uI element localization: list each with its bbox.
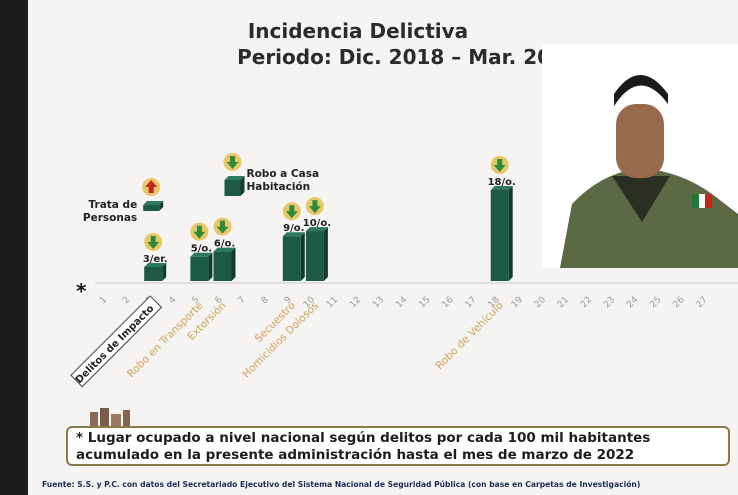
floating-label-line1: Robo a Casa bbox=[247, 168, 320, 180]
floating-box-top bbox=[143, 201, 164, 205]
data-label: 5/o. bbox=[191, 244, 212, 255]
down-arrow-icon bbox=[223, 153, 242, 171]
x-tick-label: 22 bbox=[579, 295, 594, 310]
bar-rank-9-side bbox=[300, 232, 305, 281]
x-tick-label: 15 bbox=[417, 295, 432, 310]
bar-rank-18-side bbox=[508, 186, 513, 281]
x-tick-label: 26 bbox=[671, 295, 686, 310]
data-label: 18/o. bbox=[488, 177, 516, 188]
bar-rank-10-top bbox=[305, 227, 328, 232]
data-label: 10/o. bbox=[303, 218, 331, 229]
bar-rank-5 bbox=[190, 256, 209, 281]
footnote-line2: acumulado en la presente administración … bbox=[76, 447, 635, 463]
floating-box bbox=[224, 180, 241, 196]
down-arrow-icon bbox=[190, 222, 209, 241]
category-label-boxed: Delitos de Impacto bbox=[70, 295, 163, 388]
x-tick-label: 13 bbox=[371, 295, 386, 310]
bar-rank-9-top bbox=[282, 232, 305, 237]
x-tick-label: 23 bbox=[602, 295, 617, 310]
x-tick-label: 17 bbox=[464, 295, 479, 310]
x-tick-label: 9 bbox=[283, 295, 294, 306]
floating-label-line2: Habitación bbox=[247, 181, 311, 193]
x-tick-label: 5 bbox=[190, 295, 201, 306]
speaker-photo bbox=[542, 44, 738, 268]
x-tick-label: 7 bbox=[237, 295, 248, 306]
footnote-line1: * Lugar ocupado a nivel nacional según d… bbox=[76, 430, 651, 446]
down-arrow-icon bbox=[305, 197, 324, 216]
x-tick-label: 8 bbox=[260, 295, 271, 306]
bar-rank-9 bbox=[282, 236, 301, 281]
svg-text:Delitos de Impacto: Delitos de Impacto bbox=[74, 303, 157, 386]
bar-rank-6 bbox=[213, 251, 232, 281]
floating-label-line1: Trata de bbox=[89, 199, 138, 211]
x-tick-label: 21 bbox=[556, 295, 571, 310]
up-arrow-icon bbox=[142, 178, 161, 196]
bar-rank-3-side bbox=[162, 263, 167, 281]
bar-rank-6-side bbox=[231, 247, 236, 281]
down-arrow-icon bbox=[213, 217, 232, 236]
x-tick-label: 6 bbox=[213, 295, 224, 306]
chart-title-line2: Periodo: Dic. 2018 – Mar. 2022 bbox=[237, 45, 579, 69]
chart-title-line1: Incidencia Delictiva bbox=[247, 19, 469, 43]
floating-box-side bbox=[159, 201, 164, 211]
source-text: Fuente: S.S. y P.C. con datos del Secret… bbox=[42, 480, 641, 489]
data-label: 3/er. bbox=[143, 254, 168, 265]
down-arrow-icon bbox=[144, 233, 163, 251]
bar-rank-6-top bbox=[213, 247, 236, 252]
x-tick-label: 27 bbox=[695, 295, 710, 310]
x-tick-label: 11 bbox=[325, 295, 340, 310]
bar-rank-5-side bbox=[208, 252, 213, 281]
x-tick-label: 16 bbox=[440, 295, 455, 310]
buildings-logo bbox=[90, 408, 130, 428]
floating-label-line2: Personas bbox=[83, 212, 137, 224]
x-tick-label: 4 bbox=[167, 295, 178, 306]
bar-rank-10 bbox=[305, 231, 324, 281]
data-label: 6/o. bbox=[214, 239, 235, 250]
floating-box-top bbox=[224, 176, 245, 180]
x-tick-label: 1 bbox=[98, 295, 109, 306]
bar-rank-18-top bbox=[490, 186, 513, 190]
bar-rank-3-top bbox=[144, 263, 167, 267]
bar-rank-18 bbox=[490, 190, 509, 281]
down-arrow-icon bbox=[490, 156, 509, 174]
down-arrow-icon bbox=[282, 202, 301, 221]
x-tick-label: 25 bbox=[648, 295, 663, 310]
floating-box bbox=[143, 205, 160, 211]
x-tick-label: 12 bbox=[348, 295, 363, 310]
left-dark-strip bbox=[0, 0, 28, 495]
x-tick-label: 19 bbox=[510, 295, 525, 310]
x-tick-label: 2 bbox=[121, 295, 132, 306]
floating-box-side bbox=[240, 176, 245, 196]
x-tick-label: 14 bbox=[394, 295, 409, 310]
footnote-box: * Lugar ocupado a nivel nacional según d… bbox=[66, 426, 730, 466]
bar-rank-3 bbox=[144, 267, 163, 281]
x-tick-label: 20 bbox=[533, 295, 548, 310]
bar-rank-10-side bbox=[323, 227, 328, 281]
x-tick-label: 24 bbox=[625, 295, 640, 310]
data-label: 9/o. bbox=[283, 223, 304, 234]
axis-label: * bbox=[76, 279, 87, 303]
bar-rank-5-top bbox=[190, 252, 213, 257]
